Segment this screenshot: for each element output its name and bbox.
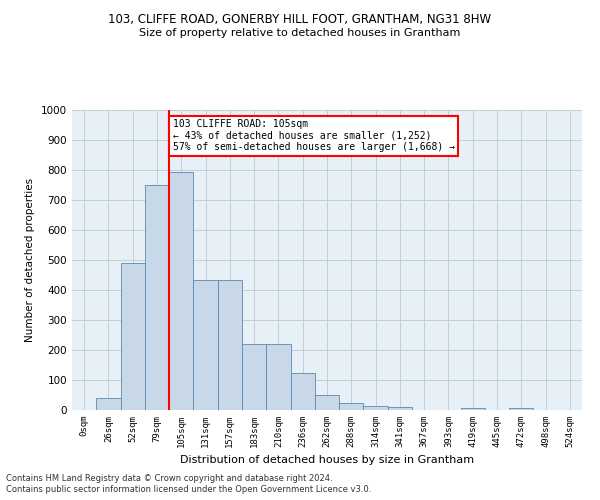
Bar bbox=[315, 395, 339, 410]
Bar bbox=[242, 344, 266, 410]
Bar bbox=[388, 407, 412, 410]
Text: Contains public sector information licensed under the Open Government Licence v3: Contains public sector information licen… bbox=[6, 486, 371, 494]
Bar bbox=[193, 280, 218, 410]
Bar bbox=[218, 280, 242, 410]
Y-axis label: Number of detached properties: Number of detached properties bbox=[25, 178, 35, 342]
Bar bbox=[266, 344, 290, 410]
Bar bbox=[339, 402, 364, 410]
Bar bbox=[169, 172, 193, 410]
Bar bbox=[145, 185, 169, 410]
Bar bbox=[121, 263, 145, 410]
Bar bbox=[364, 406, 388, 410]
Bar bbox=[461, 408, 485, 410]
X-axis label: Distribution of detached houses by size in Grantham: Distribution of detached houses by size … bbox=[180, 456, 474, 466]
Text: Size of property relative to detached houses in Grantham: Size of property relative to detached ho… bbox=[139, 28, 461, 38]
Bar bbox=[290, 372, 315, 410]
Text: 103 CLIFFE ROAD: 105sqm
← 43% of detached houses are smaller (1,252)
57% of semi: 103 CLIFFE ROAD: 105sqm ← 43% of detache… bbox=[173, 119, 455, 152]
Text: Contains HM Land Registry data © Crown copyright and database right 2024.: Contains HM Land Registry data © Crown c… bbox=[6, 474, 332, 483]
Bar bbox=[509, 408, 533, 410]
Text: 103, CLIFFE ROAD, GONERBY HILL FOOT, GRANTHAM, NG31 8HW: 103, CLIFFE ROAD, GONERBY HILL FOOT, GRA… bbox=[109, 12, 491, 26]
Bar bbox=[96, 398, 121, 410]
